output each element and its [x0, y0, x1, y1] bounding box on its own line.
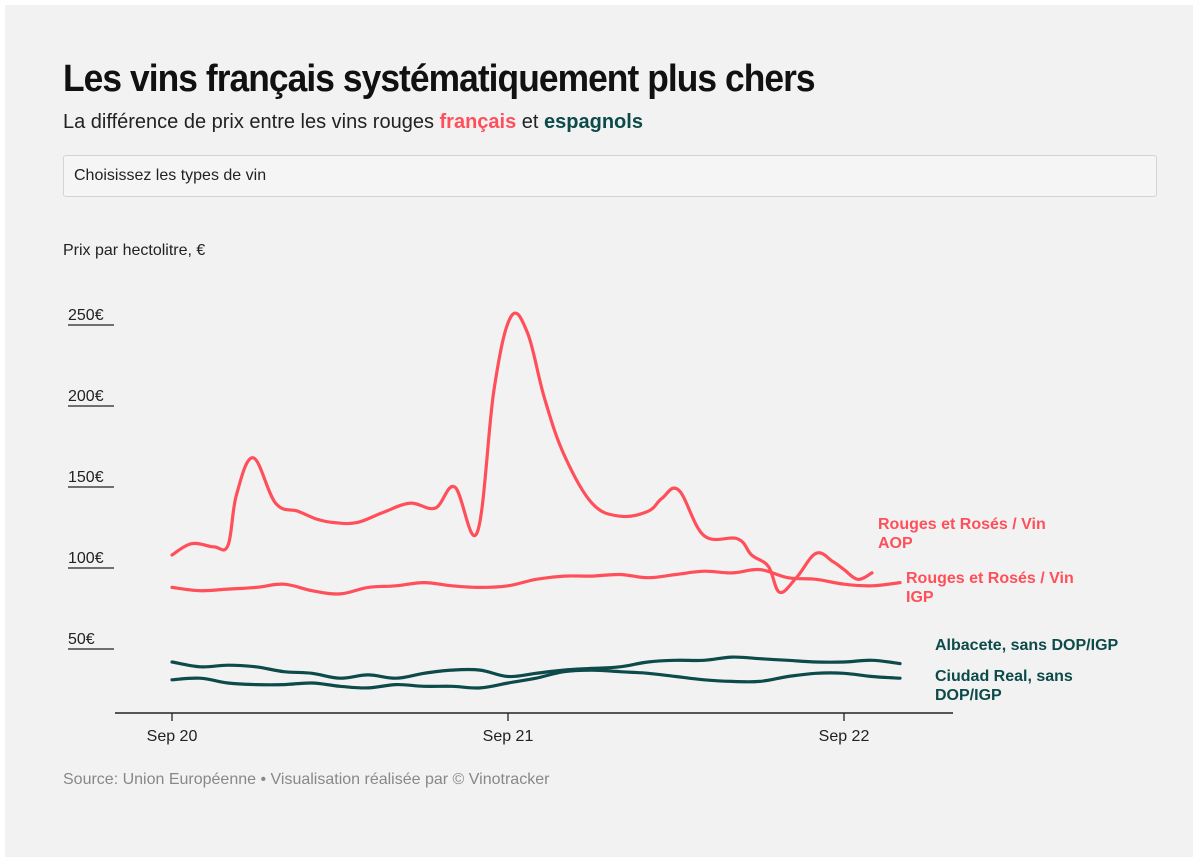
- series-label-igp: Rouges et Rosés / Vin IGP: [906, 570, 1074, 606]
- series-line-igp: [170, 567, 902, 596]
- chart-card: [5, 5, 1193, 857]
- series-label-line: DOP/IGP: [935, 687, 1002, 704]
- series-line-ciudad-real: [170, 668, 902, 690]
- series-lines: [170, 311, 902, 690]
- series-label-line: Albacete, sans DOP/IGP: [935, 637, 1119, 654]
- series-label-ciudad-real: Ciudad Real, sans DOP/IGP: [935, 668, 1073, 704]
- series-label-line: AOP: [878, 535, 913, 552]
- series-label-albacete: Albacete, sans DOP/IGP: [935, 637, 1119, 654]
- chart-subtitle: La différence de prix entre les vins rou…: [63, 111, 643, 134]
- source-note: Source: Union Européenne • Visualisation…: [63, 771, 550, 788]
- subtitle-prefix: La différence de prix entre les vins rou…: [63, 111, 440, 133]
- y-tick-label: 250€: [68, 307, 104, 324]
- series-label-line: Ciudad Real, sans: [935, 668, 1073, 685]
- subtitle-middle: et: [516, 111, 545, 133]
- chart-title: Les vins français systématiquement plus …: [63, 58, 816, 100]
- series-label-aop: Rouges et Rosés / Vin AOP: [878, 516, 1046, 552]
- subtitle-spanish: espagnols: [544, 111, 643, 133]
- x-tick-label: Sep 21: [483, 728, 534, 745]
- wine-type-selector[interactable]: Choisissez les types de vin: [63, 155, 1157, 197]
- x-axis-ticks: Sep 20 Sep 21 Sep 22: [147, 713, 870, 745]
- series-label-line: IGP: [906, 589, 934, 606]
- series-label-line: Rouges et Rosés / Vin: [906, 570, 1074, 587]
- x-tick-label: Sep 20: [147, 728, 198, 745]
- y-tick-label: 50€: [68, 631, 95, 648]
- y-axis-unit-label: Prix par hectolitre, €: [63, 242, 206, 259]
- y-tick-label: 150€: [68, 469, 104, 486]
- series-line-aop: [170, 311, 874, 595]
- y-tick-label: 100€: [68, 550, 104, 567]
- x-tick-label: Sep 22: [819, 728, 870, 745]
- subtitle-french: français: [439, 111, 517, 133]
- series-line-albacete: [170, 655, 902, 680]
- y-tick-label: 200€: [68, 388, 104, 405]
- series-label-line: Rouges et Rosés / Vin: [878, 516, 1046, 533]
- y-axis-ticks: 50€ 100€ 150€ 200€ 250€: [68, 307, 114, 650]
